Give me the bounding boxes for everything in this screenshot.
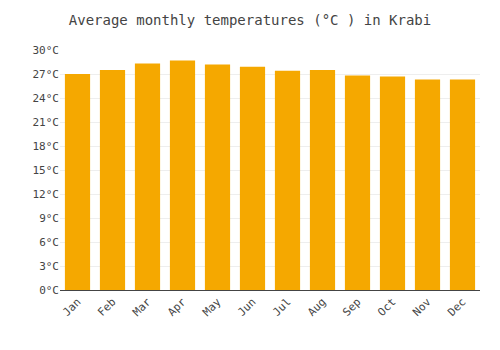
svg-text:Aug: Aug — [305, 296, 328, 319]
svg-text:Jan: Jan — [60, 296, 83, 319]
svg-text:3°C: 3°C — [39, 260, 59, 273]
svg-text:Average monthly temperatures (: Average monthly temperatures (°C ) in Kr… — [69, 12, 431, 28]
svg-text:21°C: 21°C — [33, 116, 60, 129]
svg-text:18°C: 18°C — [33, 140, 60, 153]
svg-text:15°C: 15°C — [33, 164, 60, 177]
svg-text:Oct: Oct — [375, 296, 398, 319]
svg-text:27°C: 27°C — [33, 68, 60, 81]
svg-text:6°C: 6°C — [39, 236, 59, 249]
svg-text:24°C: 24°C — [33, 92, 60, 105]
svg-text:May: May — [200, 295, 224, 319]
svg-text:Dec: Dec — [445, 296, 468, 319]
svg-text:12°C: 12°C — [33, 188, 60, 201]
svg-text:0°C: 0°C — [39, 284, 59, 297]
svg-text:30°C: 30°C — [33, 44, 60, 57]
svg-text:Mar: Mar — [130, 295, 154, 319]
svg-text:Apr: Apr — [165, 295, 189, 319]
svg-text:Feb: Feb — [95, 296, 118, 319]
svg-text:Jun: Jun — [235, 296, 258, 319]
svg-text:Jul: Jul — [270, 296, 293, 319]
svg-text:9°C: 9°C — [39, 212, 59, 225]
svg-text:Nov: Nov — [410, 295, 434, 319]
svg-text:Sep: Sep — [340, 296, 363, 319]
